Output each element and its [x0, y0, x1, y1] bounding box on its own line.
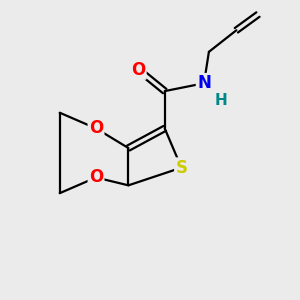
Text: N: N: [197, 74, 211, 92]
Text: O: O: [131, 61, 145, 79]
Text: O: O: [89, 119, 103, 137]
Text: H: H: [214, 93, 227, 108]
Text: S: S: [176, 159, 188, 177]
Text: O: O: [89, 169, 103, 187]
